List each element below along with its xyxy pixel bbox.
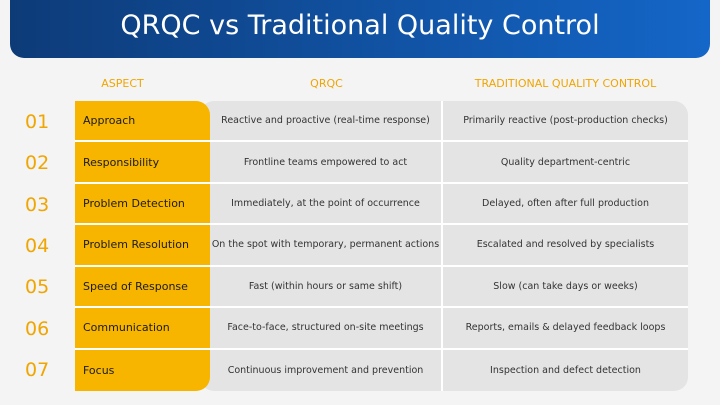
traditional-cell: Delayed, often after full production [443, 184, 688, 226]
row-number: 05 [25, 276, 50, 299]
qrqc-cell: Fast (within hours or same shift) [210, 266, 443, 309]
aspect-cell: Focus [75, 349, 210, 391]
row-number: 06 [25, 317, 50, 340]
table: 01 Approach Reactive and proactive (real-t… [25, 101, 688, 391]
aspect-cell: Communication [75, 308, 210, 350]
aspect-cell: Problem Resolution [75, 225, 210, 267]
row-number: 04 [25, 234, 50, 257]
traditional-cell: Quality department-centric [443, 142, 688, 184]
row-number: 07 [25, 359, 50, 382]
table-panel [200, 101, 688, 391]
aspect-cell: Responsibility [75, 142, 210, 184]
qrqc-cell: Reactive and proactive (real-time respon… [210, 101, 443, 143]
traditional-cell: Inspection and defect detection [490, 364, 641, 376]
row-number: 03 [25, 193, 50, 216]
qrqc-cell: Face-to-face, structured on-site meeting… [210, 308, 443, 350]
qrqc-cell: Immediately, at the point of occurrence [210, 183, 443, 226]
qrqc-cell: On the spot with temporary, permanent ac… [210, 225, 443, 267]
aspect-cell: Speed of Response [75, 266, 210, 309]
column-header: ASPECT [101, 77, 144, 90]
traditional-cell: Slow (can take days or weeks) [443, 267, 688, 309]
traditional-cell: Escalated and resolved by specialists [443, 225, 688, 267]
title-bar [10, 0, 710, 58]
qrqc-cell: Frontline teams empowered to act [210, 142, 443, 184]
column-header: TRADITIONAL QUALITY CONTROL [474, 77, 657, 90]
aspect-cell: Problem Detection [75, 183, 210, 226]
row-number: 01 [25, 110, 50, 133]
traditional-cell: Reports, emails & delayed feedback loops [443, 308, 688, 350]
aspect-cell: Approach [75, 101, 210, 143]
qrqc-cell: Continuous improvement and prevention [210, 349, 443, 391]
row-number: 02 [25, 152, 50, 175]
title: QRQC vs Traditional Quality Control [120, 10, 600, 41]
traditional-cell: Primarily reactive (post-production chec… [443, 101, 688, 143]
column-header: QRQC [310, 77, 343, 90]
